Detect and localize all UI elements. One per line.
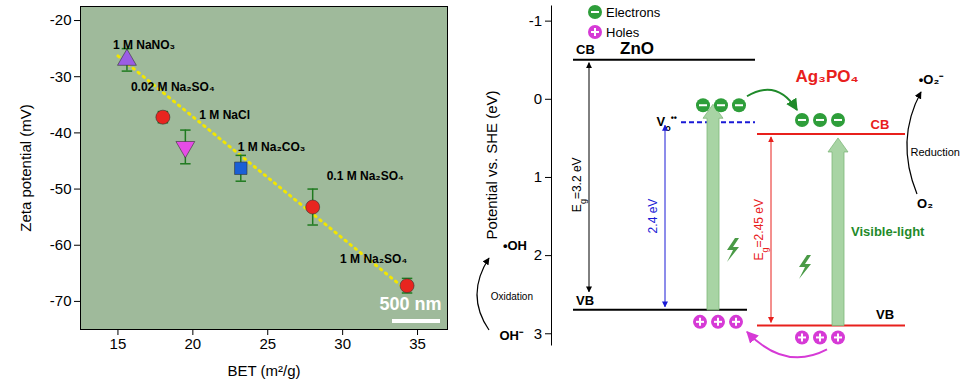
svg-text:CB: CB — [576, 42, 595, 57]
svg-text:Potential vs. SHE (eV): Potential vs. SHE (eV) — [483, 90, 500, 239]
svg-text:2: 2 — [534, 246, 542, 263]
svg-text:35: 35 — [409, 335, 426, 352]
svg-text:1: 1 — [534, 168, 542, 185]
svg-text:BET (m²/g): BET (m²/g) — [227, 362, 300, 379]
svg-text:15: 15 — [110, 335, 127, 352]
svg-text:Visible-light: Visible-light — [851, 224, 925, 239]
svg-text:0.1 M Na₂SO₄: 0.1 M Na₂SO₄ — [327, 169, 404, 183]
svg-text:-20: -20 — [50, 11, 72, 28]
svg-text:Holes: Holes — [606, 25, 640, 40]
svg-text:0: 0 — [534, 90, 542, 107]
svg-text:O₂: O₂ — [917, 196, 933, 211]
svg-text:25: 25 — [259, 335, 276, 352]
svg-text:30: 30 — [334, 335, 351, 352]
svg-text:Zeta potential (mV): Zeta potential (mV) — [17, 104, 34, 232]
svg-text:CB: CB — [871, 117, 890, 132]
svg-text:VB: VB — [576, 293, 594, 308]
svg-text:Electrons: Electrons — [606, 5, 661, 20]
svg-text:Reduction: Reduction — [910, 146, 960, 158]
svg-text:0.02 M Na₂SO₄: 0.02 M Na₂SO₄ — [131, 80, 215, 94]
svg-text:500 nm: 500 nm — [379, 294, 441, 314]
svg-text:1 M NaCl: 1 M NaCl — [199, 108, 250, 122]
svg-text:Ag₃PO₄: Ag₃PO₄ — [795, 67, 858, 86]
svg-text:•O₂⁻: •O₂⁻ — [919, 72, 944, 87]
svg-text:ZnO: ZnO — [620, 39, 654, 58]
svg-text:20: 20 — [185, 335, 202, 352]
svg-text:-70: -70 — [50, 292, 72, 309]
svg-text:2.4 eV: 2.4 eV — [646, 199, 660, 234]
svg-text:-40: -40 — [50, 124, 72, 141]
svg-text:•OH: •OH — [503, 238, 527, 253]
svg-text:1 M Na₂SO₄: 1 M Na₂SO₄ — [340, 252, 407, 266]
svg-text:-30: -30 — [50, 68, 72, 85]
svg-text:Eg=3.2 eV: Eg=3.2 eV — [570, 157, 588, 212]
svg-text:VB: VB — [876, 307, 894, 322]
svg-text:-50: -50 — [50, 180, 72, 197]
svg-text:Vo••: Vo•• — [657, 113, 677, 133]
svg-text:-1: -1 — [529, 12, 542, 29]
svg-text:Oxidation: Oxidation — [491, 291, 533, 302]
svg-text:-60: -60 — [50, 236, 72, 253]
svg-text:3: 3 — [534, 325, 542, 342]
svg-text:Eg=2.45 eV: Eg=2.45 eV — [752, 199, 770, 260]
svg-text:1 M Na₂CO₃: 1 M Na₂CO₃ — [238, 140, 306, 154]
svg-text:OH⁻: OH⁻ — [500, 328, 525, 343]
svg-text:1 M NaNO₃: 1 M NaNO₃ — [113, 38, 175, 52]
